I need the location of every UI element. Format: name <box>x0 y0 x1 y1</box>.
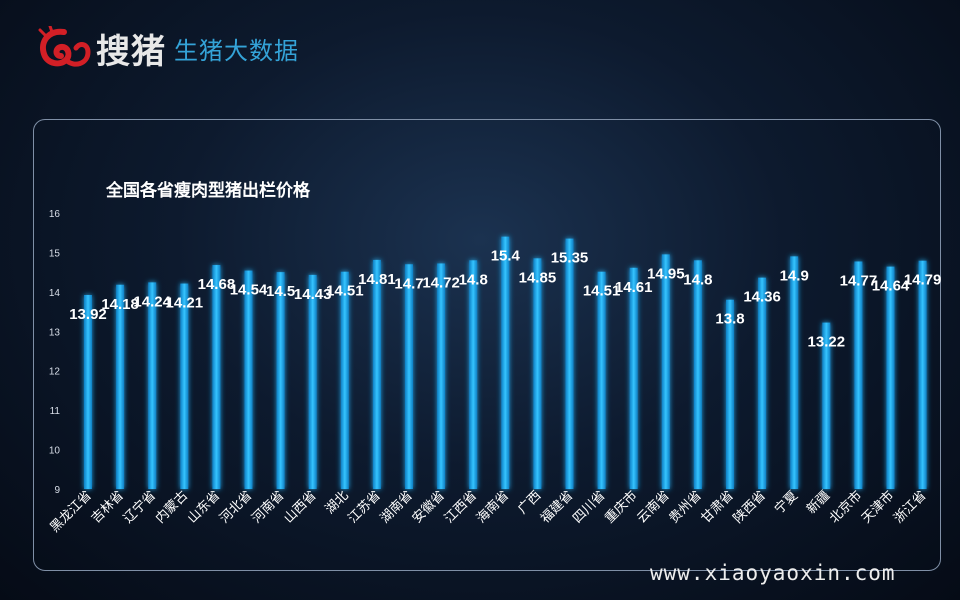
bar-23 <box>790 256 799 489</box>
data-label: 13.92 <box>69 306 107 323</box>
data-label: 14.64 <box>872 278 910 295</box>
data-label: 14.51 <box>583 283 621 300</box>
bar-8 <box>308 274 317 489</box>
brand-logo-text: 搜猪 <box>96 31 166 72</box>
bar-9 <box>340 271 349 489</box>
bar-10 <box>372 259 381 489</box>
x-tick-label: 内蒙古 <box>152 488 191 527</box>
x-tick-label: 河北省 <box>217 488 255 526</box>
x-tick-label: 辽宁省 <box>120 488 159 527</box>
bar-7 <box>276 272 285 489</box>
data-label: 15.4 <box>491 248 521 265</box>
bar-14 <box>501 236 510 489</box>
chart-title: 全国各省瘦肉型猪出栏价格 <box>106 181 310 201</box>
data-label: 14.77 <box>840 272 878 289</box>
data-label: 14.24 <box>133 293 171 310</box>
y-tick-label: 10 <box>49 446 61 457</box>
data-label: 14.8 <box>459 271 488 288</box>
x-tick-label: 安徽省 <box>410 488 448 526</box>
x-tick-label: 山东省 <box>185 488 223 526</box>
data-label: 14.85 <box>519 269 557 286</box>
brand-header: 搜猪 生猪大数据 <box>36 24 299 72</box>
bar-13 <box>469 260 478 489</box>
data-label: 14.5 <box>266 283 295 300</box>
y-tick-label: 14 <box>49 288 61 299</box>
data-label: 14.7 <box>394 275 423 292</box>
bar-3 <box>148 282 157 489</box>
data-label: 14.61 <box>615 279 653 296</box>
x-tick-label: 贵州省 <box>667 488 705 526</box>
data-label: 14.72 <box>422 274 460 291</box>
x-tick-label: 天津市 <box>858 488 897 527</box>
bar-4 <box>180 283 189 489</box>
x-tick-label: 陕西省 <box>731 488 769 526</box>
bar-26 <box>886 266 895 489</box>
x-tick-label: 浙江省 <box>891 488 929 526</box>
x-tick-label: 山西省 <box>281 488 319 526</box>
x-tick-label: 江西省 <box>442 488 480 526</box>
x-tick-label: 河南省 <box>249 488 288 527</box>
bar-12 <box>437 263 446 489</box>
bar-11 <box>405 264 413 489</box>
data-label: 13.8 <box>715 311 744 328</box>
data-label: 14.95 <box>647 265 685 282</box>
data-label: 14.18 <box>101 296 139 313</box>
bar-25 <box>854 261 863 489</box>
x-tick-label: 四川省 <box>570 488 608 526</box>
data-label: 14.21 <box>166 295 204 312</box>
x-tick-label: 吉林省 <box>89 488 127 526</box>
x-tick-label: 湖南省 <box>377 488 416 527</box>
data-label: 14.81 <box>358 271 396 288</box>
watermark-text: www.xiaoyaoxin.com <box>650 561 896 585</box>
y-tick-label: 11 <box>50 406 61 417</box>
red-swirl-pig-logo-icon <box>38 26 91 67</box>
data-label: 14.36 <box>743 289 781 306</box>
bar-27 <box>918 260 927 489</box>
y-tick-label: 9 <box>54 485 60 496</box>
y-tick-label: 12 <box>49 367 61 378</box>
bar-1 <box>84 295 92 489</box>
x-tick-label: 重庆市 <box>602 488 641 527</box>
x-tick-label: 新疆 <box>803 488 833 518</box>
x-tick-label: 福建省 <box>538 488 576 526</box>
data-label: 13.22 <box>808 334 846 351</box>
bar-17 <box>597 271 606 489</box>
bar-19 <box>661 254 670 489</box>
data-label: 14.43 <box>294 286 332 303</box>
x-tick-label: 海南省 <box>473 488 512 527</box>
brand-subtitle: 生猪大数据 <box>174 36 299 65</box>
x-tick-label: 北京市 <box>826 488 865 527</box>
chart-panel <box>33 119 941 571</box>
bar-21 <box>726 299 734 489</box>
bar-15 <box>533 258 542 489</box>
data-label: 15.35 <box>551 250 589 267</box>
data-label: 14.54 <box>230 282 268 299</box>
y-tick-label: 16 <box>49 209 61 220</box>
x-tick-label: 甘肃省 <box>699 488 737 526</box>
x-tick-label: 江苏省 <box>345 488 384 527</box>
y-tick-label: 15 <box>49 248 61 259</box>
bar-18 <box>629 267 638 489</box>
data-label: 14.8 <box>683 271 712 288</box>
data-label: 14.9 <box>780 267 809 284</box>
data-label: 14.51 <box>326 283 364 300</box>
x-tick-label: 宁夏 <box>771 488 801 518</box>
y-tick-label: 13 <box>49 327 61 338</box>
data-label: 14.79 <box>904 272 942 289</box>
bar-16 <box>565 238 574 489</box>
bar-24 <box>822 322 831 489</box>
bar-20 <box>693 260 702 489</box>
data-label: 14.68 <box>198 276 236 293</box>
bar-5 <box>212 265 221 489</box>
bar-6 <box>244 270 253 489</box>
x-tick-label: 云南省 <box>634 488 673 527</box>
bar-2 <box>116 284 125 489</box>
bar-22 <box>758 277 767 489</box>
